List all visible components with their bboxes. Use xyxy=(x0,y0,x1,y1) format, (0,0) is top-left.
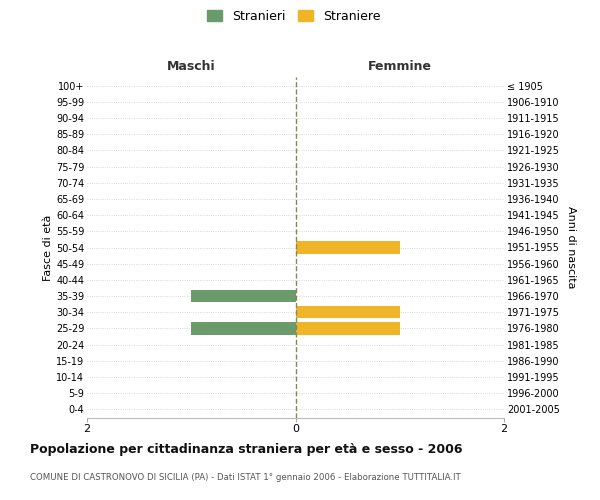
Y-axis label: Fasce di età: Fasce di età xyxy=(43,214,53,280)
Y-axis label: Anni di nascita: Anni di nascita xyxy=(566,206,577,288)
Text: Femmine: Femmine xyxy=(368,60,432,72)
Bar xyxy=(191,322,296,334)
Legend: Stranieri, Straniere: Stranieri, Straniere xyxy=(203,6,385,26)
Text: Popolazione per cittadinanza straniera per età e sesso - 2006: Popolazione per cittadinanza straniera p… xyxy=(30,442,463,456)
Bar xyxy=(296,306,400,318)
Bar xyxy=(296,242,400,254)
Text: Maschi: Maschi xyxy=(167,60,215,72)
Bar xyxy=(191,290,296,302)
Text: COMUNE DI CASTRONOVO DI SICILIA (PA) - Dati ISTAT 1° gennaio 2006 - Elaborazione: COMUNE DI CASTRONOVO DI SICILIA (PA) - D… xyxy=(30,472,461,482)
Bar xyxy=(296,322,400,334)
